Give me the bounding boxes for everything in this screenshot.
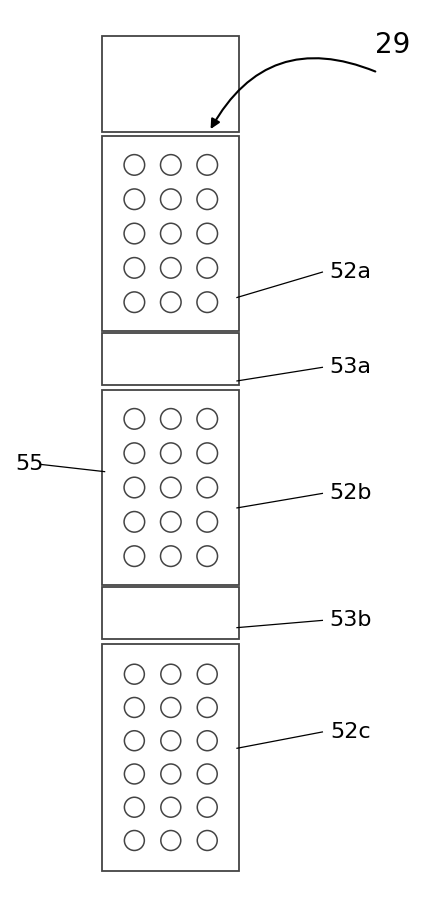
Bar [102,333,239,385]
Bar [102,587,239,639]
Text: 53a: 53a [328,357,370,377]
Text: 52a: 52a [328,262,370,282]
Bar [102,644,239,871]
Text: 52c: 52c [329,722,370,742]
Bar [102,36,239,132]
Text: 55: 55 [16,454,44,474]
Text: 53b: 53b [328,610,371,630]
FancyArrowPatch shape [211,58,374,127]
Text: 52b: 52b [328,483,371,503]
Bar [102,136,239,331]
Bar [102,390,239,585]
Text: 29: 29 [374,32,409,59]
